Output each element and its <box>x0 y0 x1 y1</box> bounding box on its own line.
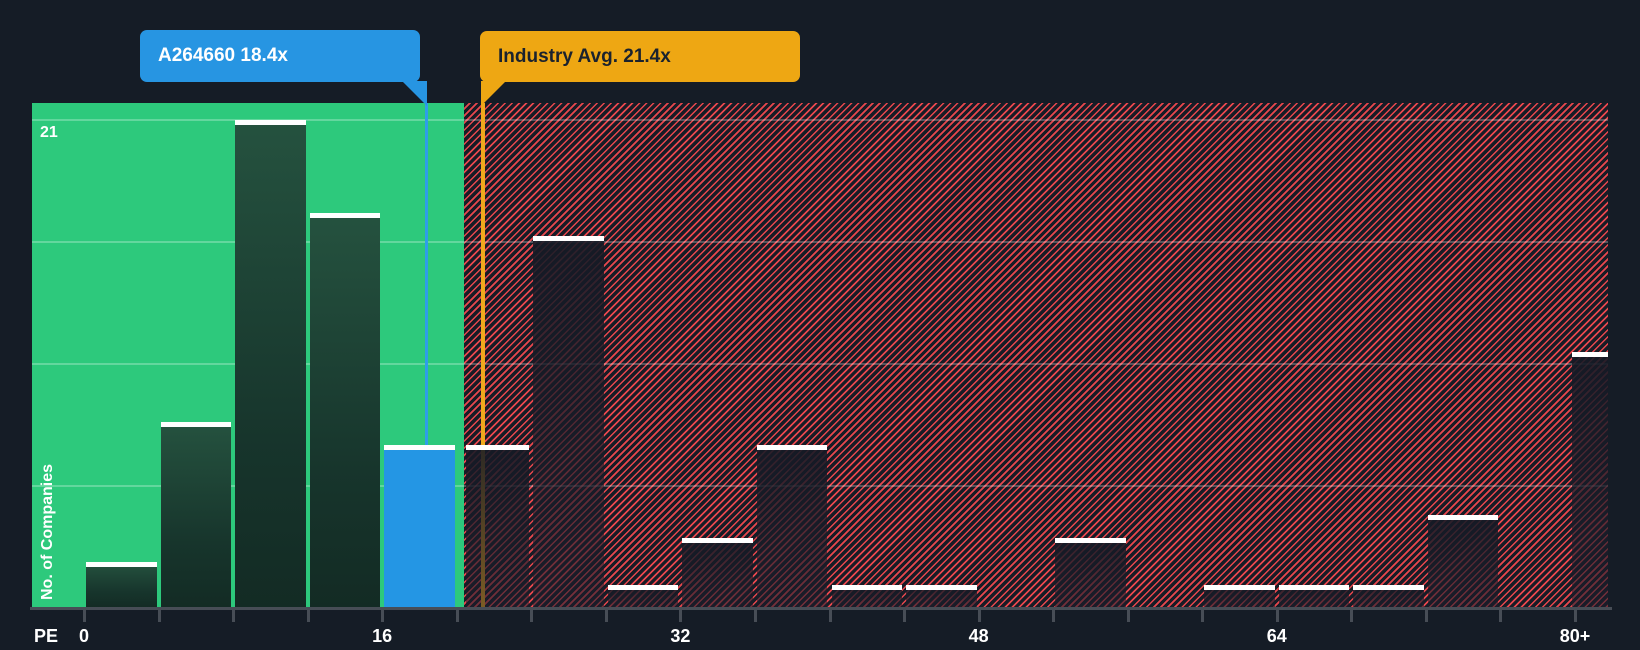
axis-tick <box>828 609 832 622</box>
axis-tick <box>903 609 907 622</box>
bar-cap <box>235 120 306 125</box>
bar-cap <box>1353 584 1424 590</box>
bar-cap <box>533 236 604 242</box>
axis-tick <box>977 609 981 622</box>
bar-40-44[interactable] <box>831 584 903 608</box>
bar-52-56[interactable] <box>1055 538 1126 608</box>
bar-cap <box>831 584 903 590</box>
bar-4-8[interactable] <box>160 422 232 608</box>
bar-72-76[interactable] <box>1427 515 1499 608</box>
bar-24-28[interactable] <box>533 236 604 608</box>
bar-cap <box>1572 352 1608 358</box>
bar-60-64[interactable] <box>1204 584 1275 608</box>
x-tick-label: 48 <box>968 626 989 646</box>
axis-tick <box>1499 609 1503 622</box>
axis-tick <box>753 609 757 622</box>
company-callout: A264660 18.4x <box>140 30 420 82</box>
axis-tick <box>306 609 310 622</box>
axis-tick <box>1275 609 1279 622</box>
axis-tick <box>83 609 86 622</box>
x-tick-label: 80+ <box>1559 626 1591 646</box>
bar-cap <box>682 538 753 544</box>
bar-cap <box>160 422 232 428</box>
x-axis-title: PE <box>34 626 59 646</box>
bar-16-20[interactable] <box>384 445 455 608</box>
industry-avg-line <box>480 103 485 608</box>
bar-cap <box>384 445 455 451</box>
bar-36-40[interactable] <box>756 445 828 608</box>
bar-32-36[interactable] <box>682 538 753 608</box>
bar-64-68[interactable] <box>1278 584 1350 608</box>
bar-cap <box>906 584 977 590</box>
bar-44-48[interactable] <box>906 584 977 608</box>
industry-callout: Industry Avg. 21.4x <box>480 31 800 82</box>
bar-80+[interactable] <box>1572 352 1608 608</box>
above-average-hatched-zone <box>464 103 1608 608</box>
axis-tick <box>679 609 683 622</box>
y-max-label: 21 <box>40 124 58 141</box>
axis-tick <box>1126 609 1130 622</box>
gridline <box>32 241 1608 243</box>
bar-0-4[interactable] <box>86 561 157 608</box>
bar-12-16[interactable] <box>309 212 381 608</box>
gridline <box>32 363 1608 365</box>
y-axis-title: No. of Companies <box>39 463 56 600</box>
bar-cap <box>466 445 530 451</box>
bar-20-24[interactable] <box>466 445 530 608</box>
bar-cap <box>607 584 679 590</box>
gridline <box>32 119 1608 121</box>
axis-tick <box>381 609 385 622</box>
axis-tick <box>604 609 608 622</box>
bar-cap <box>1427 515 1499 521</box>
bar-cap <box>86 561 157 567</box>
axis-tick <box>232 609 236 622</box>
bar-cap <box>756 445 828 451</box>
bar-68-72[interactable] <box>1353 584 1424 608</box>
axis-tick <box>157 609 161 622</box>
axis-tick <box>530 609 534 622</box>
x-tick-label: 32 <box>670 626 691 646</box>
company-pe-line <box>425 103 429 608</box>
x-tick-label: 16 <box>372 626 393 646</box>
bar-cap <box>1204 584 1275 590</box>
axis-tick <box>1424 609 1428 622</box>
axis-tick <box>1574 609 1577 622</box>
bar-cap <box>309 212 381 218</box>
x-tick-label: 0 <box>78 626 90 646</box>
axis-tick <box>1350 609 1354 622</box>
bar-28-32[interactable] <box>607 584 679 608</box>
bar-cap <box>1278 584 1350 590</box>
x-axis-line <box>30 607 1612 610</box>
axis-tick <box>455 609 459 622</box>
x-tick-label: 64 <box>1266 626 1287 646</box>
axis-tick <box>1052 609 1056 622</box>
bar-cap <box>1055 538 1126 544</box>
axis-tick <box>1201 609 1205 622</box>
bar-8-12[interactable] <box>235 120 306 608</box>
